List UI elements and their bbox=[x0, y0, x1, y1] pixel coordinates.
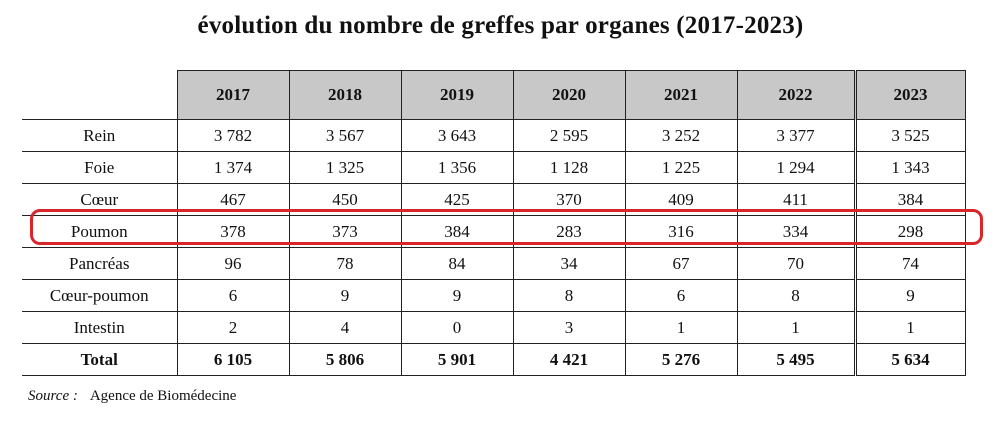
total-cell: 5 806 bbox=[288, 343, 401, 376]
table-cell: 0 bbox=[400, 311, 513, 344]
table-cell: 8 bbox=[512, 279, 625, 312]
table-cell: 370 bbox=[512, 183, 625, 216]
total-cell: 6 105 bbox=[176, 343, 289, 376]
transplant-table: 2017 2018 2019 2020 2021 2022 2023 Rein … bbox=[22, 70, 966, 376]
table-cell: 3 525 bbox=[853, 119, 966, 152]
table-cell: 1 294 bbox=[736, 151, 855, 184]
table-cell: 34 bbox=[512, 247, 625, 280]
table-cell: 1 343 bbox=[853, 151, 966, 184]
source-value: Agence de Biomédecine bbox=[89, 388, 237, 404]
organ-label: Rein bbox=[22, 119, 177, 152]
table-cell: 409 bbox=[624, 183, 737, 216]
table-cell: 2 595 bbox=[512, 119, 625, 152]
table-row: Pancréas 96 78 84 34 67 70 74 bbox=[22, 247, 966, 280]
table-cell: 67 bbox=[624, 247, 737, 280]
table-title: évolution du nombre de greffes par organ… bbox=[197, 12, 804, 39]
header-blank bbox=[22, 71, 177, 120]
table-row: Cœur-poumon 6 9 9 8 6 8 9 bbox=[22, 279, 966, 312]
table-cell: 298 bbox=[853, 215, 966, 248]
table-cell: 316 bbox=[624, 215, 737, 248]
table-cell: 8 bbox=[736, 279, 855, 312]
table-cell: 425 bbox=[400, 183, 513, 216]
organ-label: Cœur-poumon bbox=[22, 279, 177, 312]
table-cell: 3 567 bbox=[288, 119, 401, 152]
year-header: 2022 bbox=[736, 70, 855, 120]
table-row-highlighted: Poumon 378 373 384 283 316 334 298 bbox=[22, 215, 966, 248]
table-cell: 1 225 bbox=[624, 151, 737, 184]
table-cell: 84 bbox=[400, 247, 513, 280]
table-cell: 96 bbox=[176, 247, 289, 280]
organ-label: Foie bbox=[22, 151, 177, 184]
table-cell: 3 782 bbox=[176, 119, 289, 152]
table-cell: 411 bbox=[736, 183, 855, 216]
table-cell: 3 252 bbox=[624, 119, 737, 152]
table-cell: 467 bbox=[176, 183, 289, 216]
year-header: 2017 bbox=[176, 70, 289, 120]
total-cell: 4 421 bbox=[512, 343, 625, 376]
table-cell: 1 325 bbox=[288, 151, 401, 184]
total-row: Total 6 105 5 806 5 901 4 421 5 276 5 49… bbox=[22, 343, 966, 376]
table-cell: 6 bbox=[176, 279, 289, 312]
year-header: 2018 bbox=[288, 70, 401, 120]
organ-label: Poumon bbox=[22, 215, 177, 248]
total-cell: 5 276 bbox=[624, 343, 737, 376]
table-cell: 4 bbox=[288, 311, 401, 344]
year-header: 2021 bbox=[624, 70, 737, 120]
total-cell: 5 634 bbox=[853, 343, 966, 376]
table-cell: 9 bbox=[288, 279, 401, 312]
total-label: Total bbox=[22, 343, 177, 376]
table-cell: 9 bbox=[853, 279, 966, 312]
total-cell: 5 901 bbox=[400, 343, 513, 376]
table-cell: 384 bbox=[400, 215, 513, 248]
source-note: Source : Agence de Biomédecine bbox=[28, 388, 236, 405]
table-cell: 6 bbox=[624, 279, 737, 312]
table-cell: 78 bbox=[288, 247, 401, 280]
table-cell: 450 bbox=[288, 183, 401, 216]
year-header: 2019 bbox=[400, 70, 513, 120]
table-cell: 373 bbox=[288, 215, 401, 248]
table-cell: 334 bbox=[736, 215, 855, 248]
total-cell: 5 495 bbox=[736, 343, 855, 376]
table-row: Intestin 2 4 0 3 1 1 1 bbox=[22, 311, 966, 344]
table-cell: 9 bbox=[400, 279, 513, 312]
year-header: 2023 bbox=[853, 70, 966, 120]
table-cell: 1 356 bbox=[400, 151, 513, 184]
table-cell: 1 374 bbox=[176, 151, 289, 184]
table-cell: 283 bbox=[512, 215, 625, 248]
table-cell: 1 bbox=[624, 311, 737, 344]
table-cell: 74 bbox=[853, 247, 966, 280]
organ-label: Pancréas bbox=[22, 247, 177, 280]
year-header: 2020 bbox=[512, 70, 625, 120]
table-cell: 384 bbox=[853, 183, 966, 216]
table-cell: 378 bbox=[176, 215, 289, 248]
table-cell: 1 128 bbox=[512, 151, 625, 184]
table-row: Cœur 467 450 425 370 409 411 384 bbox=[22, 183, 966, 216]
table-cell: 3 377 bbox=[736, 119, 855, 152]
header-row: 2017 2018 2019 2020 2021 2022 2023 bbox=[22, 70, 966, 120]
table-cell: 3 643 bbox=[400, 119, 513, 152]
table-row: Foie 1 374 1 325 1 356 1 128 1 225 1 294… bbox=[22, 151, 966, 184]
table-cell: 1 bbox=[736, 311, 855, 344]
table-row: Rein 3 782 3 567 3 643 2 595 3 252 3 377… bbox=[22, 119, 966, 152]
organ-label: Cœur bbox=[22, 183, 177, 216]
table-cell: 3 bbox=[512, 311, 625, 344]
table-cell: 70 bbox=[736, 247, 855, 280]
source-key: Source : bbox=[28, 388, 78, 404]
table-cell: 1 bbox=[853, 311, 966, 344]
table-cell: 2 bbox=[176, 311, 289, 344]
organ-label: Intestin bbox=[22, 311, 177, 344]
